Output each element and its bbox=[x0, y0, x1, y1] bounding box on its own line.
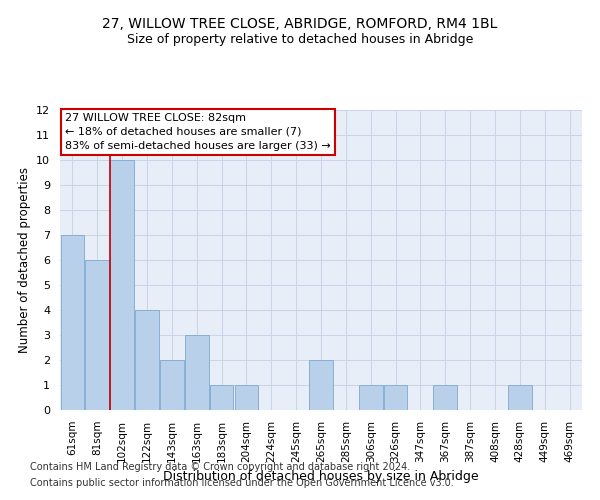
Bar bbox=[433, 385, 457, 410]
Bar bbox=[85, 260, 109, 410]
X-axis label: Distribution of detached houses by size in Abridge: Distribution of detached houses by size … bbox=[163, 470, 479, 483]
Text: Size of property relative to detached houses in Abridge: Size of property relative to detached ho… bbox=[127, 32, 473, 46]
Bar bbox=[185, 335, 209, 410]
Bar bbox=[508, 385, 532, 410]
Text: Contains public sector information licensed under the Open Government Licence v3: Contains public sector information licen… bbox=[30, 478, 454, 488]
Bar bbox=[309, 360, 333, 410]
Bar bbox=[160, 360, 184, 410]
Bar bbox=[110, 160, 134, 410]
Bar bbox=[61, 235, 84, 410]
Text: Contains HM Land Registry data © Crown copyright and database right 2024.: Contains HM Land Registry data © Crown c… bbox=[30, 462, 410, 472]
Bar bbox=[235, 385, 258, 410]
Text: 27, WILLOW TREE CLOSE, ABRIDGE, ROMFORD, RM4 1BL: 27, WILLOW TREE CLOSE, ABRIDGE, ROMFORD,… bbox=[103, 18, 497, 32]
Text: 27 WILLOW TREE CLOSE: 82sqm
← 18% of detached houses are smaller (7)
83% of semi: 27 WILLOW TREE CLOSE: 82sqm ← 18% of det… bbox=[65, 113, 331, 151]
Bar bbox=[359, 385, 383, 410]
Y-axis label: Number of detached properties: Number of detached properties bbox=[17, 167, 31, 353]
Bar bbox=[384, 385, 407, 410]
Bar bbox=[210, 385, 233, 410]
Bar bbox=[135, 310, 159, 410]
